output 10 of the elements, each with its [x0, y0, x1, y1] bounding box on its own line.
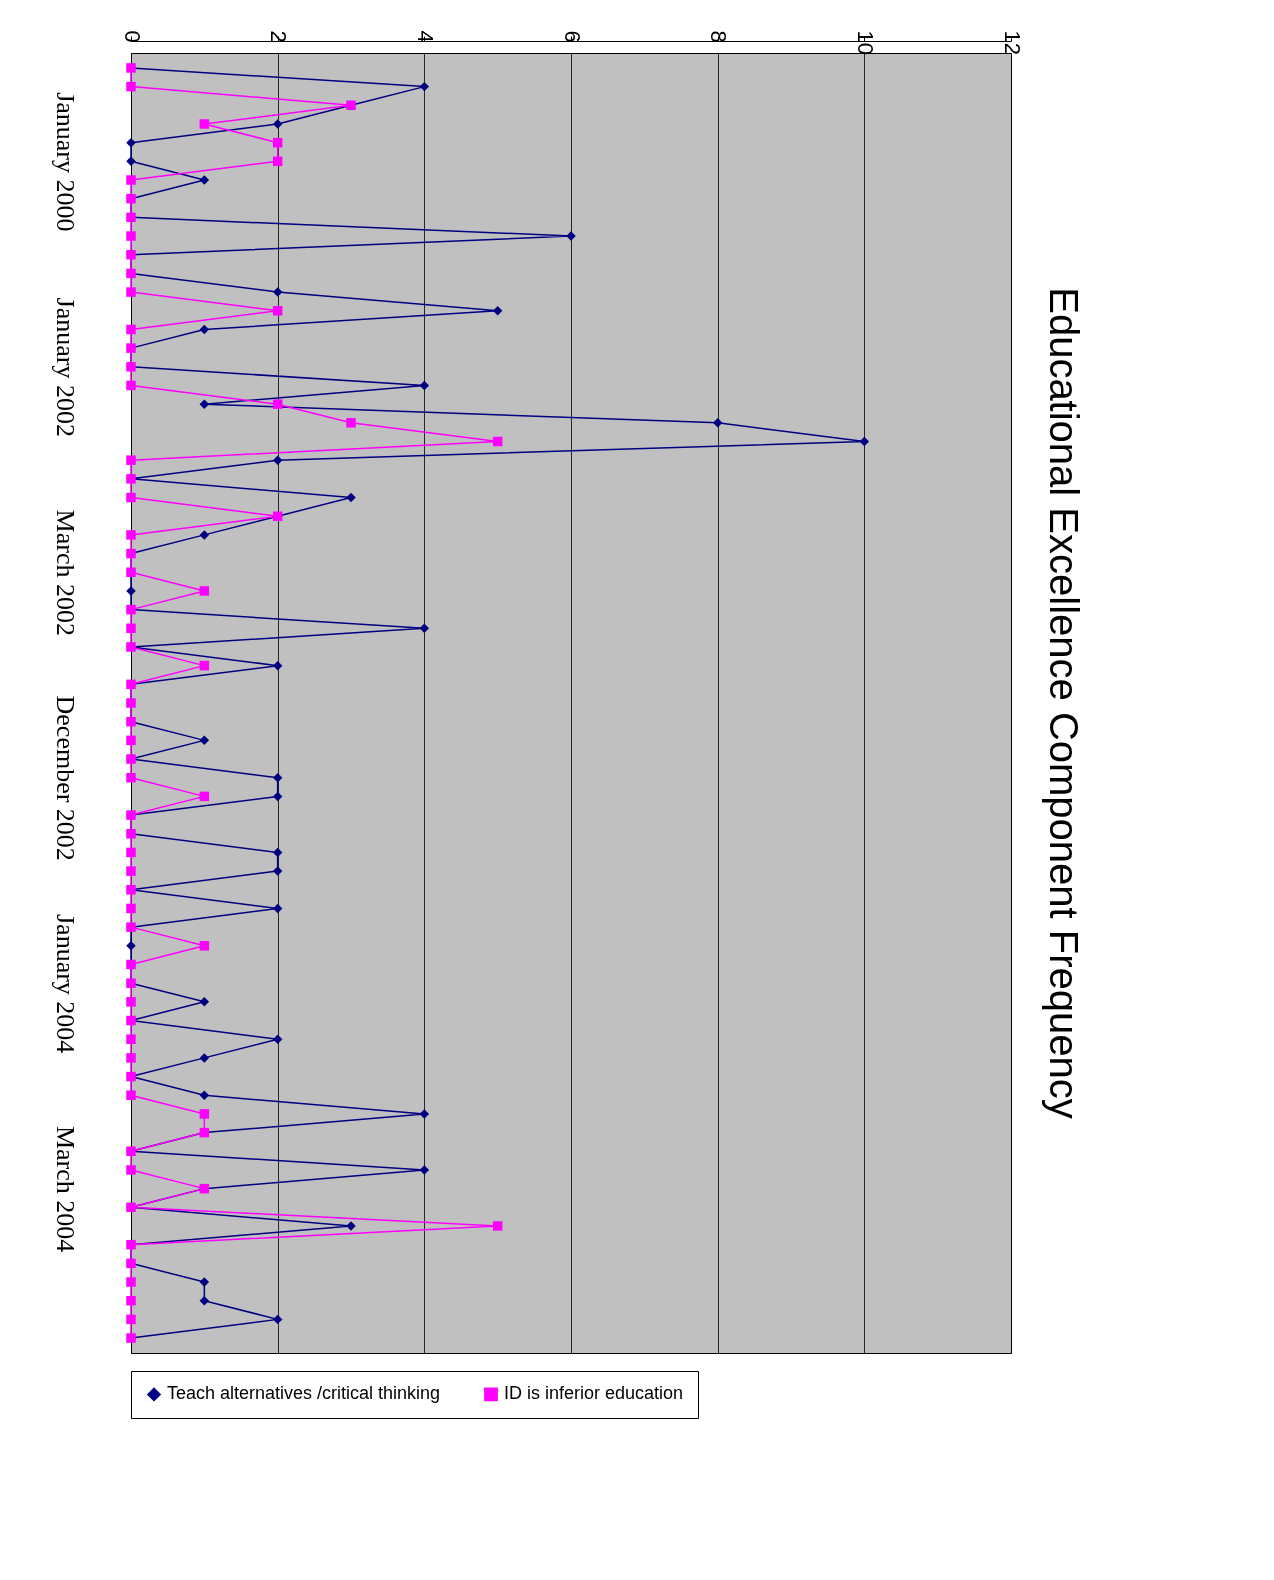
y-tick-label: January 2002 — [50, 297, 80, 437]
legend-label: ID is inferior education — [504, 1383, 684, 1404]
legend-label: Teach alternatives /critical thinking — [167, 1383, 441, 1404]
x-tick-label: 12 — [999, 30, 1025, 55]
y-tick-label: January 2000 — [50, 92, 80, 232]
y-tick-label: March 2002 — [50, 509, 80, 636]
y-tick-label: December 2002 — [50, 695, 80, 861]
y-tick-label: March 2004 — [50, 1125, 80, 1253]
y-tick-label: January 2004 — [50, 913, 80, 1054]
text: Educational Excellence Component Frequency — [1042, 287, 1086, 1119]
